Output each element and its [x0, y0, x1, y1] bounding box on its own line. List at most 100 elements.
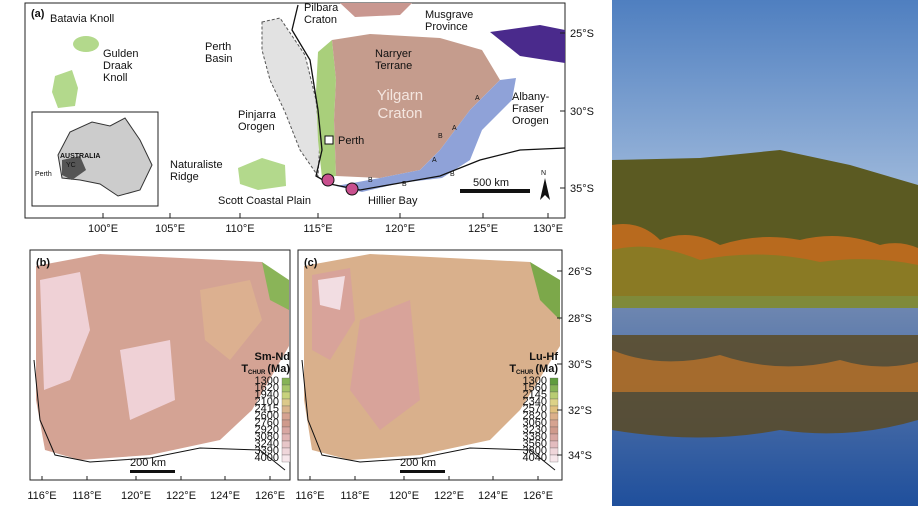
- legend-value: 3080: [255, 431, 279, 443]
- legend-swatch: [549, 454, 559, 463]
- legend-value: 2415: [255, 403, 279, 415]
- inset-australia: [57, 117, 153, 197]
- gulden-draak-knoll: [52, 70, 78, 108]
- legend-value: 3060: [523, 417, 547, 429]
- lon-label: 122°E: [434, 490, 464, 502]
- legend-title: Lu-Hf: [529, 351, 558, 363]
- domain-letter: A: [475, 95, 480, 102]
- panel-c-coast: [301, 359, 556, 471]
- legend-value: 1620: [255, 382, 279, 394]
- lon-label: 105°E: [155, 223, 185, 235]
- legend-swatch: [281, 419, 291, 428]
- legend-swatch: [549, 391, 559, 400]
- scale-label: 500 km: [473, 177, 509, 189]
- place-label: Knoll: [103, 72, 127, 84]
- legend-swatch: [549, 433, 559, 442]
- legend-value: 3800: [523, 445, 547, 457]
- lat-label: 34°S: [568, 450, 592, 462]
- legend-value: 4000: [255, 452, 279, 464]
- legend-unit-main: T: [241, 363, 248, 375]
- place-label: Craton: [304, 14, 337, 26]
- legend-value: 2600: [255, 410, 279, 422]
- legend-swatch: [549, 419, 559, 428]
- legend-swatch: [549, 384, 559, 393]
- albany-fraser-orogen: [336, 78, 516, 192]
- legend-swatch: [549, 412, 559, 421]
- legend-value: 2145: [523, 389, 547, 401]
- legend-unit: TCHUR (Ma): [241, 363, 290, 376]
- musgrave-province: [490, 25, 565, 63]
- legend-value: 1300: [255, 375, 279, 387]
- legend-swatch: [281, 405, 291, 414]
- photo-shore: [612, 296, 918, 308]
- legend-unit-suffix: (Ma): [267, 363, 290, 375]
- panel-c-patch: [318, 276, 345, 310]
- panel-b-coast: [33, 359, 286, 471]
- lon-label: 126°E: [523, 490, 553, 502]
- legend-value: 1940: [255, 389, 279, 401]
- place-label: Pinjarra: [238, 109, 277, 121]
- batavia-knoll: [73, 36, 99, 52]
- panel-label: (c): [304, 257, 318, 269]
- panel-b-patch: [262, 262, 289, 310]
- domain-letter: A: [452, 125, 457, 132]
- legend-swatch: [281, 454, 291, 463]
- legend-value: 2340: [523, 396, 547, 408]
- legend-value: 2760: [255, 417, 279, 429]
- place-label: Fraser: [512, 103, 544, 115]
- legend-swatch: [549, 426, 559, 435]
- domain-letter: B: [438, 133, 443, 140]
- place-label: Orogen: [512, 115, 549, 127]
- scale-label: 200 km: [130, 457, 166, 469]
- lat-label: 28°S: [568, 313, 592, 325]
- legend-unit-main: T: [509, 363, 516, 375]
- place-label: Basin: [205, 53, 233, 65]
- legend-swatch: [281, 412, 291, 421]
- north-arrow: [540, 178, 550, 200]
- scale-bar: [460, 189, 530, 193]
- photo-reflection: [612, 350, 918, 392]
- lat-label: 30°S: [570, 106, 594, 118]
- legend-value: 2570: [523, 403, 547, 415]
- place-label: Orogen: [238, 121, 275, 133]
- place-label: Pilbara: [304, 2, 339, 14]
- legend-swatch: [549, 398, 559, 407]
- scale-bar: [130, 470, 175, 473]
- lon-label: 130°E: [533, 223, 563, 235]
- legend-unit: TCHUR (Ma): [509, 363, 558, 376]
- place-label: Scott Coastal Plain: [218, 195, 311, 207]
- legend-unit-suffix: (Ma): [535, 363, 558, 375]
- place-label: Batavia Knoll: [50, 13, 114, 25]
- legend-value: 1300: [523, 375, 547, 387]
- legend-swatch: [281, 447, 291, 456]
- legend-unit-sub: CHUR: [248, 370, 266, 376]
- north-label: N: [541, 170, 546, 177]
- photo-trees: [612, 246, 918, 298]
- lat-label: 35°S: [570, 183, 594, 195]
- place-label: Ridge: [170, 171, 199, 183]
- domain-letter: B: [402, 181, 407, 188]
- domain-letter: B: [450, 171, 455, 178]
- legend-swatch: [549, 447, 559, 456]
- lat-label: 25°S: [570, 28, 594, 40]
- legend-swatch: [281, 426, 291, 435]
- panel-label: (a): [31, 8, 45, 20]
- lon-label: 120°E: [385, 223, 415, 235]
- place-label: Craton: [377, 105, 422, 122]
- legend-swatch: [281, 384, 291, 393]
- lat-label: 32°S: [568, 405, 592, 417]
- place-label: Perth: [338, 135, 364, 147]
- place-label: Narryer: [375, 48, 412, 60]
- inset-city: Perth: [35, 171, 52, 178]
- hillier-bay-marker: [345, 182, 359, 196]
- inset-country: AUSTRALIA: [60, 153, 100, 160]
- place-label: Albany-: [512, 91, 550, 103]
- yilgarn-craton: [332, 34, 500, 178]
- lon-label: 116°E: [27, 490, 56, 502]
- place-label: Naturaliste: [170, 159, 223, 171]
- lon-label: 100°E: [88, 223, 118, 235]
- lon-label: 126°E: [255, 490, 285, 502]
